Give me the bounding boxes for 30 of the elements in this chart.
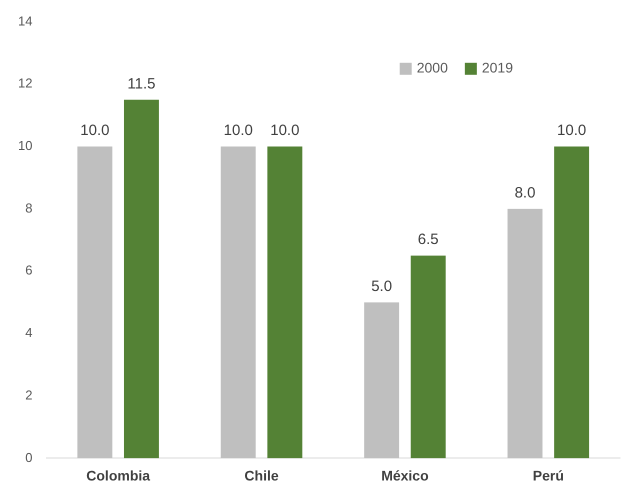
bar	[220, 146, 256, 458]
bar	[267, 146, 302, 458]
x-tick-label: Perú	[532, 467, 564, 484]
bar	[77, 146, 112, 458]
y-tick-label: 14	[18, 13, 32, 28]
x-tick-label: Chile	[244, 467, 279, 484]
data-label: 10.0	[557, 122, 586, 140]
y-tick-label: 4	[25, 325, 32, 340]
bar	[554, 146, 590, 458]
data-label: 8.0	[514, 184, 536, 202]
bar	[364, 302, 400, 458]
bar	[124, 100, 159, 458]
data-label: 10.0	[270, 122, 300, 140]
y-tick-label: 0	[25, 450, 32, 465]
data-label: 10.0	[224, 122, 253, 140]
x-tick-label: México	[381, 467, 429, 484]
data-label: 5.0	[371, 278, 392, 295]
x-tick-label: Colombia	[86, 467, 150, 484]
data-label: 10.0	[80, 122, 110, 140]
bar	[410, 256, 446, 458]
data-label: 11.5	[127, 75, 156, 92]
data-label: 6.5	[418, 231, 439, 248]
y-tick-label: 8	[25, 200, 32, 216]
y-tick-label: 10	[18, 138, 32, 154]
bar	[508, 208, 542, 458]
y-tick-label: 2	[25, 387, 32, 402]
legend-label: 2019	[482, 60, 514, 76]
y-tick-label: 12	[18, 76, 32, 91]
y-tick-label: 6	[25, 262, 32, 278]
legend-label: 2000	[416, 60, 448, 76]
